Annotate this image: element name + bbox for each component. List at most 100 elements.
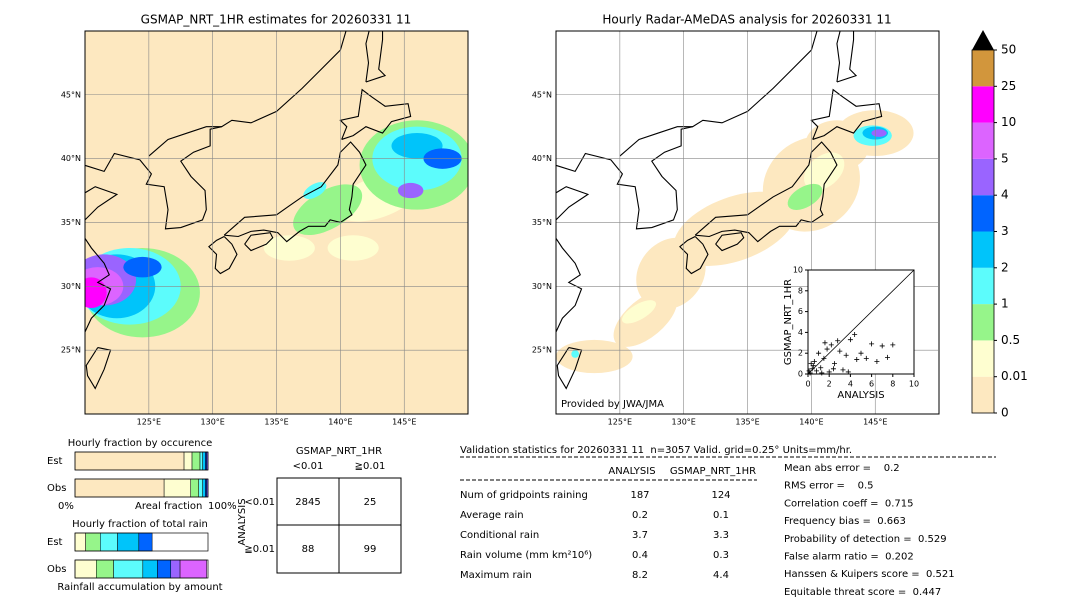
fraction-segment — [117, 532, 140, 552]
coastline — [715, 232, 745, 252]
fraction-segment — [199, 451, 203, 471]
stat-value: 0.2 — [632, 510, 648, 521]
coastline — [556, 186, 590, 334]
scatter-point — [822, 340, 828, 346]
stat-value: 187 — [630, 490, 649, 501]
scatter-point — [821, 355, 827, 361]
colorbar-segment — [972, 267, 994, 305]
rain-area — [621, 300, 657, 324]
scatter-point — [847, 337, 853, 343]
rain-area — [571, 350, 579, 358]
fraction-segment — [198, 478, 203, 498]
coastline — [694, 141, 838, 243]
colorbar-label: 2 — [1001, 260, 1009, 274]
stat-label: Maximum rain — [460, 570, 532, 581]
scatter-point — [813, 368, 819, 374]
rain-area — [85, 277, 107, 309]
scatter-point — [809, 366, 815, 372]
stat-label: Conditional rain — [460, 530, 539, 541]
scatter-point — [840, 367, 846, 373]
fraction-segment — [202, 478, 206, 498]
scatter-point — [890, 342, 896, 348]
colorbar-extend — [972, 30, 994, 50]
rain-area — [397, 182, 424, 199]
stat-label: Num of gridpoints raining — [460, 490, 588, 501]
bar-frame — [74, 532, 209, 552]
x-tick-label: 10 — [909, 380, 919, 389]
table-cell: 99 — [364, 544, 377, 555]
map-layer — [556, 31, 938, 414]
map-frame — [84, 30, 469, 415]
x-tick-label: 6 — [869, 380, 874, 389]
lon-label: 130°E — [672, 418, 696, 427]
colorbar-segment — [972, 122, 994, 159]
x-tick-label: 8 — [890, 380, 895, 389]
table-cell: 88 — [302, 544, 315, 555]
axis-label: Areal fraction — [135, 501, 202, 512]
x-tick-label: 4 — [848, 380, 853, 389]
colorbar-label: 1 — [1001, 297, 1009, 311]
coastline — [339, 88, 412, 140]
score: Probability of detection = 0.529 — [784, 534, 947, 545]
fraction-segment — [170, 559, 181, 579]
x-axis-label: ANALYSIS — [837, 390, 884, 401]
bar-frame — [74, 559, 209, 579]
colorbar-segment — [972, 50, 994, 87]
rain-area — [803, 152, 845, 191]
score: Mean abs error = 0.2 — [784, 463, 900, 474]
coastline — [556, 31, 818, 230]
lat-label: 30°N — [532, 282, 552, 291]
coastline — [223, 141, 367, 243]
coastline — [836, 31, 841, 83]
fraction-segment — [202, 451, 206, 471]
rain-area — [636, 237, 706, 310]
y-tick-label: 6 — [798, 307, 803, 316]
fraction-segment — [74, 451, 185, 471]
fraction-segment — [85, 532, 101, 552]
stat-value: 3.3 — [713, 530, 729, 541]
scatter-point — [863, 355, 869, 361]
axis-label: 100% — [208, 501, 237, 512]
colorbar-label: 0.01 — [1001, 369, 1028, 383]
scatter-point — [816, 350, 822, 356]
score: RMS error = 0.5 — [784, 481, 874, 492]
x-tick-label: 2 — [827, 380, 832, 389]
coastline — [85, 186, 119, 334]
bar-frame — [74, 478, 209, 498]
panels: 0 0.01 0.5 1 2 3 4 5 10 25 50 Hourly fraction by oc… — [47, 30, 1028, 598]
fraction-segment — [138, 532, 153, 552]
fraction-segment — [157, 559, 172, 579]
scatter-point — [845, 369, 851, 375]
right-map: Hourly Radar-AMeDAS analysis for 2026033… — [532, 13, 940, 427]
scatter-point — [874, 359, 880, 365]
fraction-segment — [100, 532, 118, 552]
panel-title: Hourly fraction by occurence — [68, 438, 212, 449]
scatter-point — [808, 361, 814, 367]
coastline — [365, 31, 370, 83]
coastline — [836, 31, 858, 83]
row-label: Obs — [47, 483, 66, 494]
col-label: ≧0.01 — [355, 461, 386, 472]
column-header: GSMAP_NRT_1HR — [670, 466, 756, 477]
axis-label: 0% — [58, 501, 74, 512]
scatter-point — [826, 369, 832, 375]
lat-label: 30°N — [61, 282, 81, 291]
diagonal — [807, 269, 915, 375]
colorbar-segment — [972, 195, 994, 232]
row-label: Obs — [47, 564, 66, 575]
colorbar-label: 5 — [1001, 151, 1009, 165]
fraction-segment — [163, 478, 191, 498]
scatter-point — [858, 350, 864, 356]
scatter-point — [832, 361, 837, 367]
scatter-point — [818, 365, 824, 371]
fraction-segment — [179, 559, 207, 579]
coastline — [619, 126, 693, 157]
credit: Provided by JWA/JMA — [561, 399, 664, 410]
colorbar-segment — [972, 86, 994, 123]
stat-value: 0.3 — [713, 550, 729, 561]
colorbar-segment — [972, 376, 994, 413]
row-title: ANALYSIS — [237, 498, 248, 545]
rain-area — [787, 183, 823, 210]
scatter-point — [811, 359, 817, 365]
score: False alarm ratio = 0.202 — [784, 552, 914, 563]
